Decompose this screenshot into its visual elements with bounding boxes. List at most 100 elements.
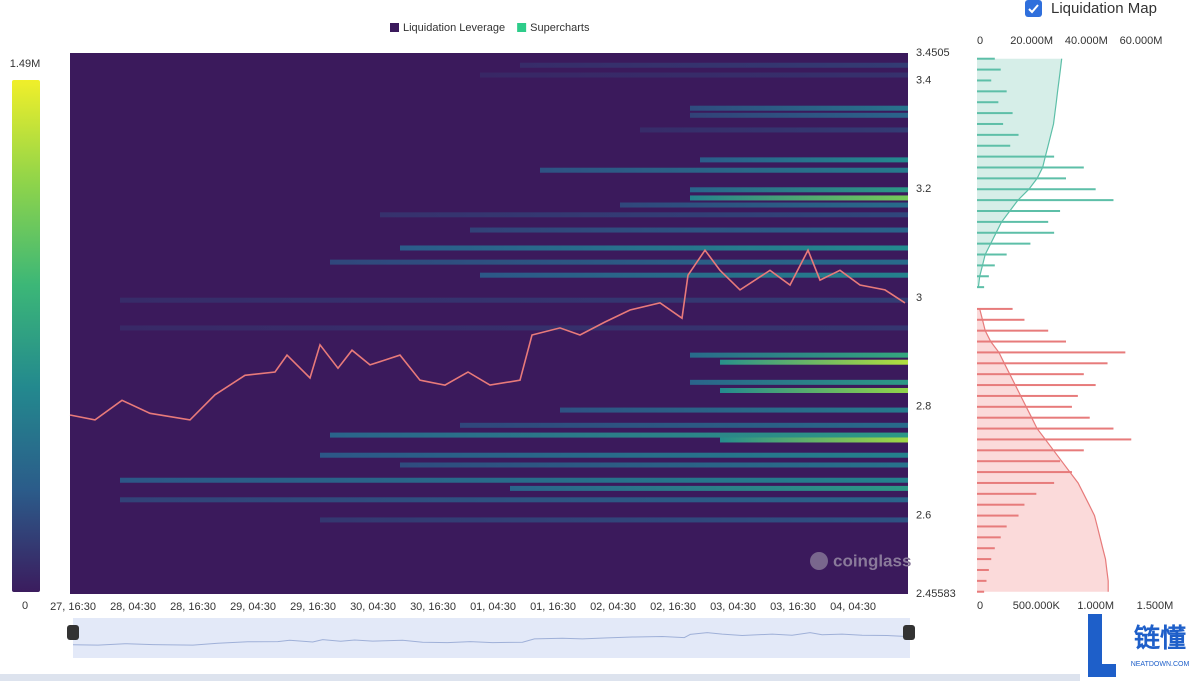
liquidation-bar	[977, 525, 1007, 528]
liquidation-bar	[977, 231, 1055, 234]
liquidation-bar	[977, 558, 992, 561]
liquidation-bar	[977, 79, 992, 82]
heatmap-band	[690, 187, 908, 193]
liquidation-bar	[977, 242, 1031, 245]
heatmap-band	[120, 477, 908, 483]
x2-tick-label: 0	[977, 35, 983, 47]
heatmap-band	[700, 157, 908, 163]
y-tick-label: 3	[916, 292, 922, 304]
liquidation-bar	[977, 210, 1061, 213]
heatmap-band	[540, 167, 908, 173]
x-tick-label: 01, 16:30	[530, 601, 576, 613]
cumulative-line	[977, 58, 1063, 288]
heatmap-band	[320, 517, 908, 523]
liquidation-bar	[977, 449, 1084, 452]
liquidation-bar	[977, 90, 1007, 93]
liquidation-bar	[977, 416, 1090, 419]
liquidation-bar	[977, 503, 1025, 506]
colorbar-min-label: 0	[22, 600, 28, 612]
bottom-strip	[0, 674, 1080, 681]
liquidation-bar	[977, 307, 1013, 310]
heatmap-band	[720, 437, 908, 443]
liquidation-bar	[977, 57, 995, 60]
x-tick-label: 28, 16:30	[170, 601, 216, 613]
heatmap-band	[480, 272, 908, 278]
watermark: coinglass	[833, 551, 911, 570]
logo-mark	[1088, 614, 1116, 677]
colorbar	[12, 80, 40, 592]
price-line	[69, 248, 906, 421]
liquidation-bar	[977, 536, 1001, 539]
watermark-icon	[810, 552, 828, 570]
y-tick-label: 2.6	[916, 509, 931, 521]
liquidation-bar	[977, 177, 1066, 180]
navigator-handle	[903, 625, 915, 640]
liquidation-bar	[977, 188, 1096, 191]
x-tick-label: 03, 16:30	[770, 601, 816, 613]
x-tick-label: 1.000M	[1077, 600, 1114, 612]
checkbox[interactable]	[1025, 0, 1042, 17]
navigator-handle	[67, 625, 79, 640]
logo: 链懂 NEATDOWN.COM	[1082, 610, 1200, 681]
legend-label: Liquidation Leverage	[403, 22, 505, 34]
legend-swatch	[390, 23, 399, 32]
x-tick-label: 02, 16:30	[650, 601, 696, 613]
heatmap-band	[480, 72, 908, 78]
heatmap-band	[120, 297, 908, 303]
liquidation-bar	[977, 362, 1108, 365]
liquidation-bar	[977, 547, 995, 550]
liquidation-bar	[977, 253, 1007, 256]
liquidation-bar	[977, 384, 1096, 387]
logo-subtitle: NEATDOWN.COM	[1131, 661, 1190, 668]
heatmap-band	[560, 407, 908, 413]
liquidation-bar	[977, 492, 1037, 495]
heatmap-band	[690, 105, 908, 111]
heatmap-band	[400, 462, 908, 468]
heatmap-band	[460, 422, 908, 428]
liquidation-bar	[977, 101, 999, 104]
heatmap-band	[120, 325, 908, 331]
heatmap-band	[690, 195, 908, 201]
heatmap-band	[720, 359, 908, 365]
heatmap-band	[690, 352, 908, 358]
liquidation-bar	[977, 286, 985, 289]
heatmap-band	[470, 227, 908, 233]
liquidation-bar	[977, 568, 989, 571]
x-tick-label: 01, 04:30	[470, 601, 516, 613]
liquidation-bar	[977, 133, 1019, 136]
liquidation-bar	[977, 340, 1066, 343]
toggle-label[interactable]: Liquidation Map	[1051, 0, 1157, 17]
liquidation-bar	[977, 318, 1025, 321]
y-tick-label: 2.8	[916, 401, 931, 413]
x-tick-label: 29, 04:30	[230, 601, 276, 613]
x-tick-label: 04, 04:30	[830, 601, 876, 613]
liquidation-bar	[977, 275, 989, 278]
liquidation-bar	[977, 460, 1061, 463]
liquidation-bar	[977, 373, 1084, 376]
liquidation-bar	[977, 264, 995, 267]
liquidation-bar	[977, 144, 1011, 147]
x2-tick-label: 40.000M	[1065, 35, 1108, 47]
heatmap-band	[690, 112, 908, 118]
liquidation-bar	[977, 329, 1049, 332]
heatmap-band	[330, 432, 908, 438]
y-tick-label: 3.2	[916, 183, 931, 195]
x2-tick-label: 20.000M	[1010, 35, 1053, 47]
heatmap-bg	[70, 53, 908, 594]
x-tick-label: 27, 16:30	[50, 601, 96, 613]
heatmap-band	[640, 127, 908, 133]
heatmap-band	[620, 202, 908, 208]
liquidation-bar	[977, 155, 1055, 158]
x-tick-label: 500.000K	[1013, 600, 1061, 612]
liquidation-bar	[977, 438, 1132, 441]
navigator-line	[72, 632, 908, 646]
colorbar-max-label: 1.49M	[10, 58, 41, 70]
liquidation-bar	[977, 471, 1072, 474]
liquidation-bar	[977, 112, 1013, 115]
x-tick-label: 29, 16:30	[290, 601, 336, 613]
liquidation-bar	[977, 122, 1004, 125]
y-tick-label: 3.4	[916, 74, 931, 86]
liquidation-bar	[977, 199, 1114, 202]
cumulative-line	[979, 308, 1109, 592]
